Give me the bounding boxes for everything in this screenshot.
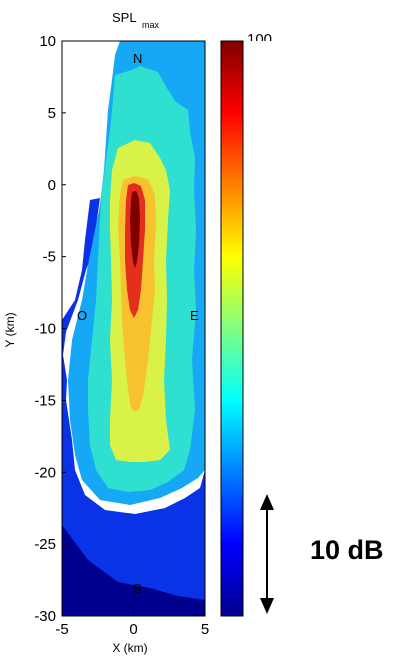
- chart-title: SPL max: [112, 10, 160, 30]
- colorbar: 100: [220, 30, 310, 617]
- y-tick-label: -30: [34, 608, 56, 625]
- y-axis-label: Y (km): [3, 312, 17, 347]
- plot-area: [62, 41, 205, 616]
- axis-ticks: [61, 40, 206, 617]
- colorbar-label-cover: [246, 41, 310, 55]
- y-tick-label: -15: [34, 392, 56, 409]
- y-tick-labels: 10 5 0 -5 -10 -15 -20 -25 -30: [34, 33, 56, 625]
- west-label: O: [77, 308, 87, 323]
- x-tick-label: 5: [201, 621, 209, 638]
- x-tick-label: -5: [55, 621, 68, 638]
- scale-arrow-head-down: [260, 598, 274, 614]
- y-tick-label: -5: [43, 249, 56, 266]
- y-tick-label: 10: [39, 33, 56, 50]
- scale-arrow: [260, 494, 274, 614]
- y-tick-label: 5: [48, 105, 56, 122]
- scale-arrow-head-up: [260, 494, 274, 510]
- y-tick-label: -25: [34, 536, 56, 553]
- chart-title-text: SPL: [112, 10, 137, 25]
- x-axis-label: X (km): [112, 641, 147, 655]
- y-tick-label: -10: [34, 321, 56, 338]
- x-tick-labels: -5 0 5: [55, 621, 209, 638]
- scale-annotation: 10 dB: [310, 535, 384, 565]
- colorbar-gradient: [220, 40, 244, 617]
- east-label: E: [190, 308, 199, 323]
- north-label: N: [133, 51, 142, 66]
- contour-level-2: [62, 198, 205, 600]
- south-label: S: [133, 581, 142, 596]
- chart-title-subscript: max: [142, 20, 160, 30]
- x-tick-label: 0: [129, 621, 137, 638]
- y-tick-label: 0: [48, 177, 56, 194]
- contour-level-8: [130, 191, 140, 268]
- y-tick-label: -20: [34, 464, 56, 481]
